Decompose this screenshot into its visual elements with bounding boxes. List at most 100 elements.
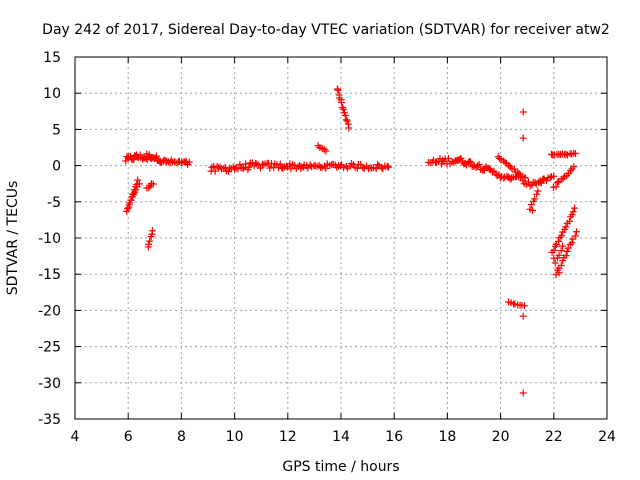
data-point xyxy=(152,152,160,160)
data-point xyxy=(559,257,567,265)
data-point xyxy=(345,124,353,132)
data-point xyxy=(533,190,541,198)
x-tick-label: 6 xyxy=(124,429,133,445)
data-point xyxy=(146,237,154,245)
data-point xyxy=(472,164,480,172)
data-point xyxy=(276,160,284,168)
data-point xyxy=(555,269,563,277)
data-point xyxy=(546,174,554,182)
x-tick-label: 8 xyxy=(177,429,186,445)
y-tick-label: -25 xyxy=(38,340,61,356)
y-axis-label: SDTVAR / TECUs xyxy=(5,181,21,296)
data-point xyxy=(466,157,474,165)
chart-title: Day 242 of 2017, Sidereal Day-to-day VTE… xyxy=(42,22,610,38)
data-point xyxy=(568,239,576,247)
data-point xyxy=(148,227,156,235)
data-point xyxy=(562,252,570,260)
data-point xyxy=(531,195,539,203)
data-point xyxy=(467,158,475,166)
data-point xyxy=(353,164,361,172)
y-tick-label: 10 xyxy=(43,86,61,102)
data-point xyxy=(564,244,572,252)
data-point xyxy=(508,174,516,182)
data-point xyxy=(124,205,132,213)
x-tick-label: 18 xyxy=(438,429,456,445)
data-point xyxy=(563,247,571,255)
x-tick-label: 16 xyxy=(385,429,403,445)
data-point xyxy=(550,172,558,180)
data-points xyxy=(122,85,580,397)
data-point xyxy=(342,116,350,124)
data-point xyxy=(519,389,527,397)
y-tick-label: 0 xyxy=(52,159,61,175)
data-point xyxy=(374,161,382,169)
y-tick-label: -15 xyxy=(38,267,61,283)
data-point xyxy=(322,147,330,155)
y-tick-label: -5 xyxy=(47,195,61,211)
data-point xyxy=(550,254,558,262)
data-point xyxy=(248,159,256,167)
y-tick-label: 15 xyxy=(43,50,61,66)
x-tick-label: 10 xyxy=(226,429,244,445)
data-point xyxy=(341,111,349,119)
data-point xyxy=(474,162,482,170)
y-tick-label: -20 xyxy=(38,303,61,319)
x-tick-label: 22 xyxy=(545,429,563,445)
data-point xyxy=(378,163,386,171)
x-tick-label: 4 xyxy=(71,429,80,445)
data-point xyxy=(557,247,565,255)
data-point xyxy=(519,312,527,320)
data-point xyxy=(132,186,140,194)
data-point xyxy=(214,164,222,172)
data-point xyxy=(185,158,193,166)
data-point xyxy=(550,246,558,254)
y-tick-label: -35 xyxy=(38,412,61,428)
data-point xyxy=(127,196,135,204)
data-point xyxy=(562,223,570,231)
data-point xyxy=(252,159,260,167)
data-point xyxy=(557,261,565,269)
data-point xyxy=(149,180,157,188)
data-point xyxy=(337,98,345,106)
y-tick-label: -10 xyxy=(38,231,61,247)
data-point xyxy=(521,174,529,182)
data-point xyxy=(129,190,137,198)
data-point xyxy=(334,86,342,94)
x-axis-label: GPS time / hours xyxy=(282,459,399,475)
data-point xyxy=(322,164,330,172)
data-point xyxy=(571,150,579,158)
data-point xyxy=(572,228,580,236)
x-tick-label: 14 xyxy=(332,429,350,445)
data-point xyxy=(519,108,527,116)
data-point xyxy=(383,162,391,170)
data-point xyxy=(480,166,488,174)
data-point xyxy=(570,163,578,171)
x-tick-label: 24 xyxy=(598,429,616,445)
data-point xyxy=(526,182,534,190)
data-point xyxy=(221,163,229,171)
data-point xyxy=(457,154,465,162)
data-point xyxy=(239,165,247,173)
data-point xyxy=(320,145,328,153)
data-point xyxy=(211,167,219,175)
data-point xyxy=(554,237,562,245)
data-point xyxy=(520,302,528,310)
data-point xyxy=(385,163,393,171)
data-point xyxy=(555,251,563,259)
data-point xyxy=(534,187,542,195)
data-point xyxy=(135,180,143,188)
data-point xyxy=(245,163,253,171)
x-tick-label: 12 xyxy=(279,429,297,445)
grid-layer xyxy=(75,57,607,419)
data-point xyxy=(145,151,153,159)
data-point xyxy=(128,193,136,201)
data-point xyxy=(279,164,287,172)
data-point xyxy=(143,156,151,164)
data-point xyxy=(339,105,347,113)
data-point xyxy=(266,164,274,172)
data-point xyxy=(519,134,527,142)
data-point xyxy=(134,176,142,184)
data-point xyxy=(444,155,452,163)
plot-frame xyxy=(74,56,608,420)
